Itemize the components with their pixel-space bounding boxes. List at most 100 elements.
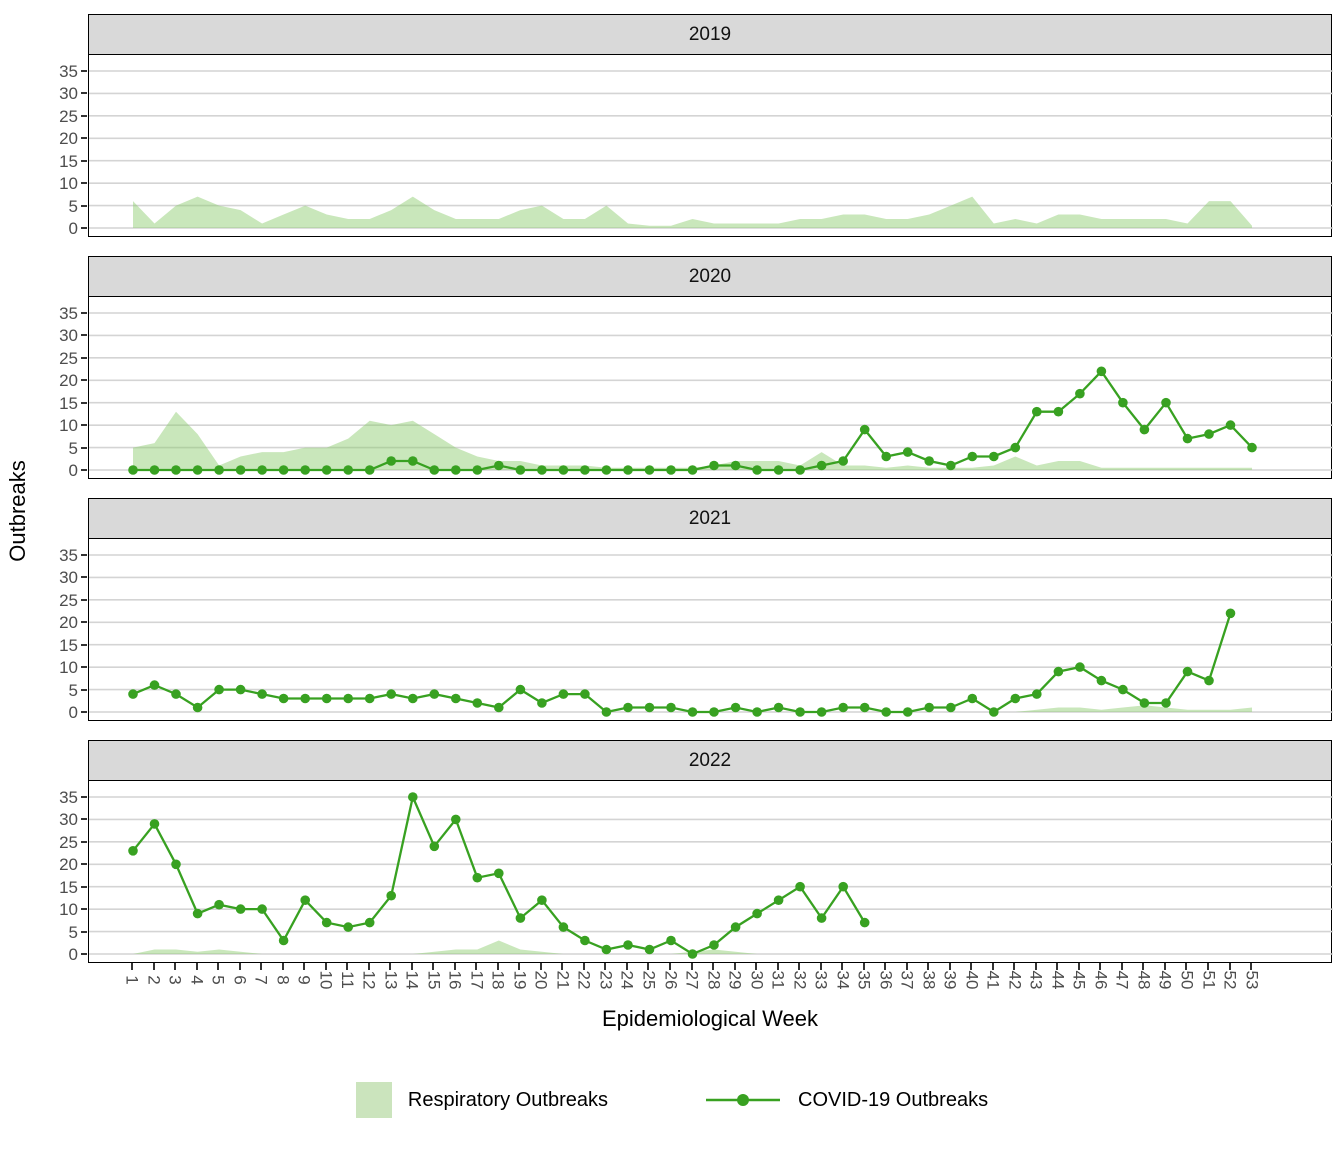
covid-data-point — [666, 465, 676, 475]
covid-data-point — [386, 456, 397, 466]
x-tick-label: 53 — [1233, 970, 1269, 1010]
x-tick-mark — [195, 963, 198, 970]
covid-data-point — [881, 451, 891, 462]
x-tick-mark — [174, 963, 177, 970]
covid-data-point — [730, 702, 741, 713]
covid-data-point — [623, 940, 633, 950]
x-tick-mark — [776, 963, 779, 970]
covid-data-point — [300, 895, 310, 905]
x-tick-mark — [453, 963, 456, 970]
covid-data-point — [1118, 397, 1128, 408]
covid-data-point — [537, 895, 547, 905]
x-tick-mark — [561, 963, 564, 970]
respiratory-area-series — [133, 196, 1253, 228]
y-tick-label: 35 — [59, 787, 78, 807]
x-tick-mark — [281, 963, 284, 970]
covid-data-point — [1010, 442, 1021, 453]
y-tick-mark — [81, 553, 87, 556]
x-tick-mark — [948, 963, 951, 970]
covid-data-point — [1010, 693, 1021, 704]
y-tick-mark — [81, 908, 87, 911]
covid-data-point — [709, 940, 719, 950]
covid-data-point — [752, 707, 762, 717]
facet-panel-2022 — [88, 781, 1333, 963]
covid-data-point — [730, 922, 741, 932]
y-tick-label: 20 — [59, 129, 78, 149]
y-tick-label: 15 — [59, 393, 78, 413]
y-tick-mark — [81, 356, 87, 359]
y-tick-mark — [81, 863, 87, 866]
y-tick-mark — [81, 92, 87, 95]
covid-data-point — [924, 702, 934, 713]
covid-data-point — [1096, 366, 1107, 377]
covid-data-point — [558, 465, 569, 475]
covid-data-point — [1118, 684, 1128, 695]
y-tick-mark — [81, 840, 87, 843]
x-tick-mark — [346, 963, 349, 970]
legend-item-respiratory: Respiratory Outbreaks — [355, 1082, 608, 1118]
respiratory-legend-label: Respiratory Outbreaks — [407, 1088, 608, 1111]
y-tick-label: 10 — [59, 658, 78, 678]
covid-data-point — [773, 465, 784, 475]
y-tick-mark — [81, 469, 87, 471]
covid-data-point — [429, 689, 440, 699]
x-tick-mark — [389, 963, 392, 970]
x-tick-mark — [324, 963, 327, 970]
covid-data-point — [494, 868, 504, 879]
x-tick-mark — [217, 963, 220, 970]
strip-label: 2021 — [688, 507, 732, 529]
covid-data-point — [752, 908, 762, 919]
facet-panel-2020 — [88, 297, 1333, 479]
x-tick-mark — [604, 963, 607, 970]
covid-data-point — [1075, 662, 1085, 672]
x-tick-mark — [798, 963, 801, 970]
covid-data-point — [472, 465, 483, 475]
x-tick-mark — [905, 963, 908, 970]
covid-data-point — [192, 702, 203, 713]
covid-data-point — [730, 460, 741, 471]
covid-data-point — [623, 465, 633, 475]
x-tick-mark — [647, 963, 650, 970]
covid-data-point — [580, 465, 590, 475]
covid-data-point — [1161, 698, 1171, 708]
y-tick-label: 0 — [68, 945, 78, 964]
y-tick-mark — [81, 576, 87, 579]
covid-data-point — [924, 456, 934, 466]
x-tick-mark — [496, 963, 499, 970]
covid-data-point — [429, 841, 440, 852]
covid-data-point — [386, 890, 397, 901]
covid-data-point — [967, 693, 978, 704]
x-tick-mark — [733, 963, 736, 970]
respiratory-swatch-icon — [355, 1082, 392, 1118]
x-tick-mark — [755, 963, 758, 970]
covid-data-point — [666, 702, 676, 713]
respiratory-area-series — [133, 411, 1253, 470]
y-tick-mark — [81, 69, 87, 72]
covid-data-point — [773, 895, 784, 905]
facet-strip-2020: 2020 — [88, 256, 1332, 297]
y-tick-label: 30 — [59, 326, 78, 346]
covid-data-point — [257, 689, 267, 699]
facet-panel-2021 — [88, 539, 1333, 721]
y-tick-label: 5 — [68, 922, 78, 942]
y-tick-label: 15 — [59, 151, 78, 171]
covid-data-point — [816, 913, 827, 923]
x-tick-mark — [1163, 963, 1166, 970]
respiratory-area-series — [133, 705, 1253, 712]
covid-data-point — [1247, 442, 1257, 453]
y-tick-label: 5 — [68, 438, 78, 458]
covid-data-point — [451, 693, 461, 704]
x-tick-mark — [1207, 963, 1209, 970]
covid-data-point — [515, 913, 526, 923]
covid-data-point — [364, 465, 375, 475]
x-tick-mark — [582, 963, 585, 970]
x-tick-mark — [410, 963, 413, 970]
covid-data-point — [472, 872, 483, 883]
strip-label: 2019 — [688, 23, 732, 45]
covid-data-point — [644, 465, 655, 475]
x-tick-mark — [1142, 963, 1145, 970]
covid-data-point — [128, 689, 138, 699]
y-tick-label: 35 — [59, 61, 78, 81]
x-tick-mark — [1034, 963, 1037, 970]
covid-data-point — [1204, 675, 1214, 686]
